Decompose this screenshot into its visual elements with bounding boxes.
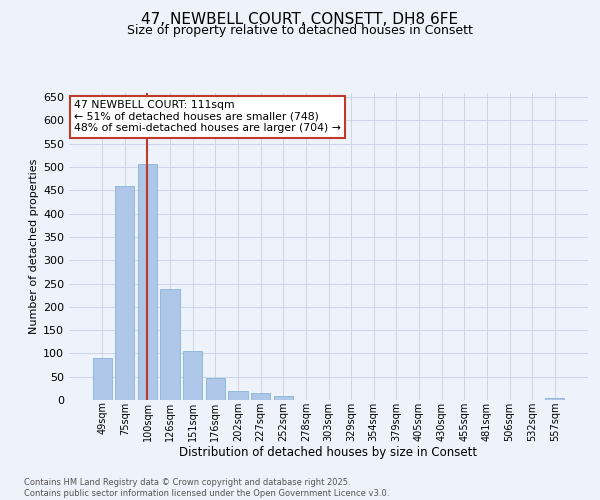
Text: Contains HM Land Registry data © Crown copyright and database right 2025.
Contai: Contains HM Land Registry data © Crown c… [24,478,389,498]
Bar [160,289,180,400]
Bar [545,398,565,400]
Bar [115,186,134,400]
Text: 47, NEWBELL COURT, CONSETT, DH8 6FE: 47, NEWBELL COURT, CONSETT, DH8 6FE [142,12,458,28]
Bar [92,358,112,400]
Y-axis label: Number of detached properties: Number of detached properties [29,158,39,334]
Text: Size of property relative to detached houses in Consett: Size of property relative to detached ho… [127,24,473,37]
Text: 47 NEWBELL COURT: 111sqm
← 51% of detached houses are smaller (748)
48% of semi-: 47 NEWBELL COURT: 111sqm ← 51% of detach… [74,100,341,134]
Bar [251,394,270,400]
Bar [206,378,225,400]
Bar [229,391,248,400]
Bar [183,351,202,400]
X-axis label: Distribution of detached houses by size in Consett: Distribution of detached houses by size … [179,446,478,460]
Bar [274,396,293,400]
Bar [138,164,157,400]
